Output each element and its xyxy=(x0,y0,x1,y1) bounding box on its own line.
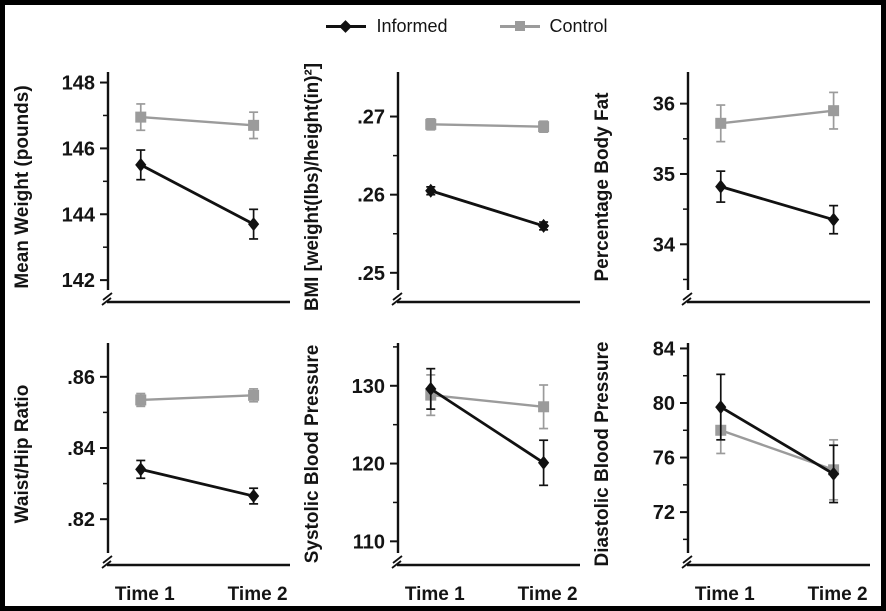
svg-text:146: 146 xyxy=(62,138,95,160)
svg-text:Time 2: Time 2 xyxy=(808,584,868,605)
square-icon xyxy=(514,21,525,31)
panel-bmi: .25 .26 .27 BMI [weight(lbs)/height(in)²] xyxy=(298,47,588,322)
control-square-marker-icon xyxy=(499,19,540,33)
chart-mean-weight: 142 144 146 148 Mean Weight (pounds) xyxy=(12,72,290,306)
svg-text:148: 148 xyxy=(62,73,95,95)
svg-text:144: 144 xyxy=(62,204,96,226)
chart-body-fat: 34 35 36 Percentage Body Fat xyxy=(592,72,870,306)
chart-systolic: 110 120 130 Systolic Blood Pressure Time 1 Ti… xyxy=(302,343,580,605)
diamond-icon xyxy=(339,19,353,33)
legend-label-informed: Informed xyxy=(376,15,448,36)
svg-text:.82: .82 xyxy=(67,509,95,531)
panel-body-fat: 34 35 36 Percentage Body Fat xyxy=(588,47,878,322)
svg-text:Time 2: Time 2 xyxy=(228,584,288,605)
svg-text:130: 130 xyxy=(352,376,385,398)
svg-text:35: 35 xyxy=(653,164,675,186)
chart-bmi: .25 .26 .27 BMI [weight(lbs)/height(in)²] xyxy=(302,63,580,311)
svg-text:84: 84 xyxy=(653,338,676,360)
svg-text:.25: .25 xyxy=(357,263,385,285)
panel-grid: 142 144 146 148 Mean Weight (pounds) .25.26.2… xyxy=(5,47,881,606)
legend-item-control: Control xyxy=(499,15,608,37)
svg-text:36: 36 xyxy=(653,94,675,116)
svg-text:BMI [weight(lbs)/height(in)²]: BMI [weight(lbs)/height(in)²] xyxy=(302,63,323,311)
svg-text:72: 72 xyxy=(653,502,675,524)
svg-text:80: 80 xyxy=(653,393,675,415)
legend: Informed Control xyxy=(5,5,881,47)
svg-text:Systolic Blood Pressure: Systolic Blood Pressure xyxy=(302,345,323,564)
svg-text:.86: .86 xyxy=(67,367,95,389)
svg-text:120: 120 xyxy=(352,454,385,476)
svg-text:76: 76 xyxy=(653,448,675,470)
legend-label-control: Control xyxy=(549,15,608,36)
svg-text:110: 110 xyxy=(353,531,385,553)
svg-text:34: 34 xyxy=(653,234,676,256)
svg-text:.84: .84 xyxy=(67,438,96,460)
svg-text:.26: .26 xyxy=(357,185,385,207)
informed-diamond-marker-icon xyxy=(326,19,367,33)
panel-waist-hip: .82 .84 .86 Waist/Hip Ratio Time 1 Time 2 xyxy=(8,322,298,606)
svg-text:Time 1: Time 1 xyxy=(405,584,465,605)
svg-text:142: 142 xyxy=(62,270,95,292)
legend-item-informed: Informed xyxy=(326,15,448,37)
svg-text:Mean Weight (pounds): Mean Weight (pounds) xyxy=(12,85,33,288)
svg-text:Time 1: Time 1 xyxy=(115,584,175,605)
svg-text:Time 1: Time 1 xyxy=(695,584,755,605)
chart-diastolic: 72 76 80 84 Diastolic Blood Pressure Time 1 Ti… xyxy=(592,338,870,605)
svg-text:Waist/Hip Ratio: Waist/Hip Ratio xyxy=(12,385,33,524)
svg-text:Diastolic Blood Pressure: Diastolic Blood Pressure xyxy=(592,342,613,567)
svg-text:Percentage Body Fat: Percentage Body Fat xyxy=(592,92,613,282)
panel-systolic: 110 120 130 Systolic Blood Pressure Time 1 Ti… xyxy=(298,322,588,606)
panel-mean-weight: 142 144 146 148 Mean Weight (pounds) xyxy=(8,47,298,322)
chart-waist-hip: .82 .84 .86 Waist/Hip Ratio Time 1 Time 2 xyxy=(12,343,290,605)
svg-text:.27: .27 xyxy=(357,107,385,129)
panel-diastolic: 72 76 80 84 Diastolic Blood Pressure Time 1 Ti… xyxy=(588,322,878,606)
svg-text:Time 2: Time 2 xyxy=(518,584,578,605)
